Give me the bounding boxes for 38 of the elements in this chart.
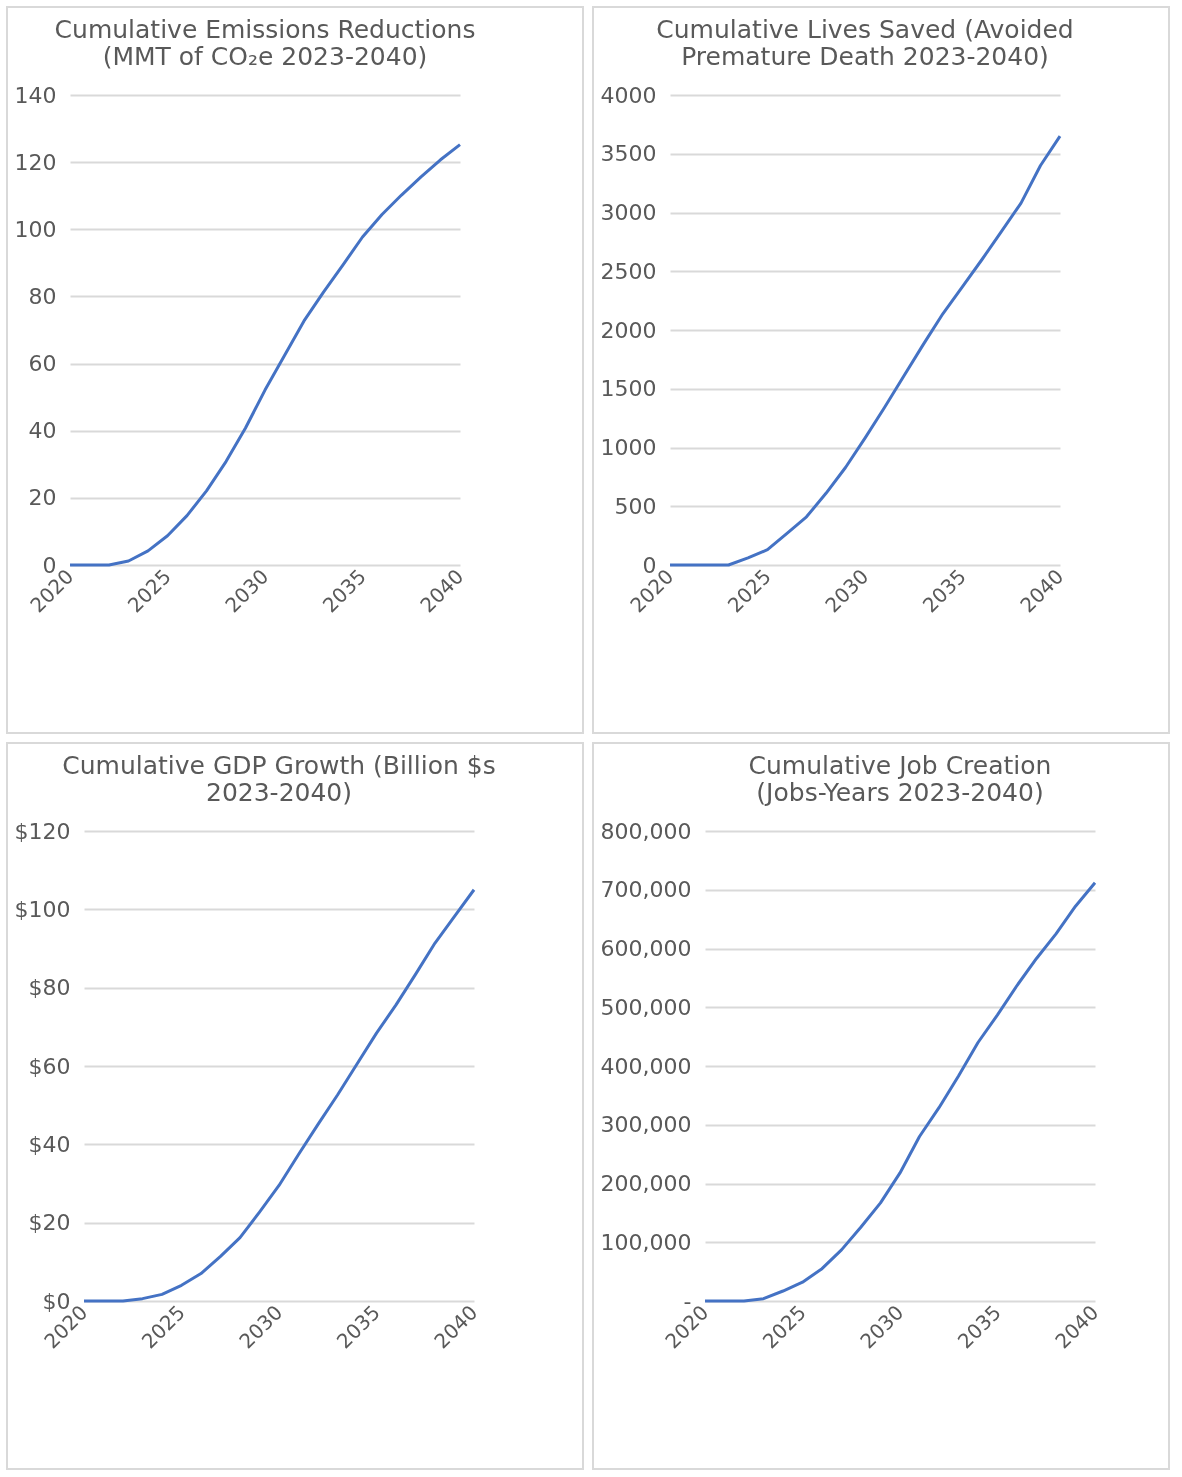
y-tick-label: 700,000 — [600, 877, 692, 903]
line-series — [668, 134, 1062, 567]
y-tick-label: 80 — [28, 283, 57, 309]
y-tick-label: 60 — [28, 351, 57, 377]
line-series — [703, 881, 1097, 1303]
y-tick-label: 20 — [28, 485, 57, 511]
y-tick-label: $80 — [28, 975, 71, 1001]
y-tick-label: 800,000 — [600, 818, 692, 844]
y-tick-label: $60 — [28, 1053, 71, 1079]
chart-title: Cumulative Job Creation (Jobs-Years 2023-2040) — [748, 751, 1052, 807]
y-tick-label: 40 — [28, 418, 57, 444]
y-tick-label: 140 — [14, 82, 57, 108]
y-tick-label: 500,000 — [600, 994, 692, 1020]
y-tick-label: 120 — [14, 149, 57, 175]
chart-title: Cumulative Lives Saved (Avoided Premature Death 2023-2040) — [656, 15, 1074, 71]
y-tick-label: 100 — [14, 216, 57, 242]
y-tick-label: 2500 — [600, 258, 657, 284]
chart-title: Cumulative Emissions Reductions (MMT of CO₂e 2023-2040) — [54, 15, 476, 71]
y-tick-label: 1500 — [600, 376, 657, 402]
y-tick-label: 400,000 — [600, 1053, 692, 1079]
y-tick-label: 500 — [614, 493, 657, 519]
y-tick-label: - — [683, 1288, 692, 1314]
y-tick-label: 2000 — [600, 317, 657, 343]
y-tick-label: 1000 — [600, 435, 657, 460]
y-tick-label: $100 — [14, 896, 71, 922]
line-series — [68, 143, 462, 567]
y-tick-label: 300,000 — [600, 1112, 692, 1138]
chart-title: Cumulative GDP Growth (Billion $s 2023-2040) — [62, 751, 496, 807]
y-tick-label: $120 — [14, 818, 71, 844]
y-tick-label: $40 — [28, 1131, 71, 1157]
y-tick-label: $20 — [28, 1210, 71, 1236]
y-tick-label: 3000 — [600, 200, 657, 225]
y-tick-label: 4000 — [600, 82, 657, 108]
y-tick-label: 3500 — [600, 141, 657, 167]
y-tick-label: 100,000 — [600, 1229, 692, 1255]
y-tick-label: 200,000 — [600, 1171, 692, 1196]
y-tick-label: 600,000 — [600, 936, 692, 961]
line-series — [82, 888, 476, 1303]
